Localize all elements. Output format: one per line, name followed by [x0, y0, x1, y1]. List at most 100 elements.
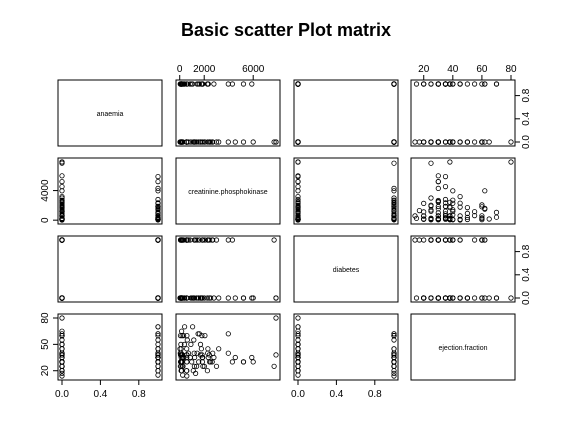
data-point: [190, 324, 196, 330]
data-point: [428, 295, 434, 301]
data-point: [479, 81, 485, 87]
data-point: [486, 216, 492, 222]
tick-label: 0: [40, 217, 51, 223]
data-point: [482, 81, 488, 87]
data-point: [240, 359, 247, 365]
data-point: [464, 139, 471, 145]
tick-label: 20: [418, 64, 430, 75]
data-point: [508, 295, 514, 301]
data-point: [464, 204, 471, 211]
data-point: [273, 315, 279, 321]
data-point: [271, 363, 277, 369]
data-point: [391, 331, 397, 337]
panel-creatinine-phosphokinase-vs-ejection-fraction: [410, 157, 516, 225]
data-point: [179, 359, 186, 365]
tick-label: 2000: [193, 64, 216, 75]
data-point: [204, 368, 210, 374]
data-point: [179, 295, 185, 301]
panel-anaemia-vs-ejection-fraction: [410, 79, 516, 147]
data-point: [155, 295, 161, 301]
tick-label: 0.4: [521, 267, 532, 281]
data-point: [295, 196, 301, 203]
data-point: [213, 139, 220, 145]
data-point: [493, 214, 500, 220]
data-point: [391, 139, 397, 145]
data-point: [59, 159, 65, 165]
data-point: [250, 139, 256, 145]
data-point: [213, 363, 220, 369]
data-point: [232, 295, 238, 301]
data-point: [457, 213, 463, 219]
tick-label: 0.8: [132, 389, 146, 400]
data-point: [155, 185, 161, 191]
data-point: [184, 337, 190, 343]
data-point: [199, 295, 205, 301]
data-point: [206, 237, 213, 243]
data-point: [182, 81, 188, 87]
data-point: [195, 331, 201, 337]
data-point: [155, 203, 161, 209]
data-point: [155, 206, 161, 212]
data-point: [178, 237, 184, 243]
panel-ejection-fraction-vs-anaemia: [57, 313, 163, 381]
panel-diabetes-vs-ejection-fraction: [410, 235, 516, 303]
data-point: [479, 213, 485, 219]
data-point: [184, 81, 190, 87]
data-point: [450, 197, 456, 203]
data-point: [295, 324, 301, 330]
data-point: [210, 139, 216, 145]
data-point: [59, 193, 65, 200]
data-point: [295, 352, 301, 358]
diagonal-label-ejection-fraction: ejection.fraction: [438, 345, 487, 352]
data-point: [59, 352, 65, 358]
data-point: [428, 139, 434, 145]
tick-label: 60: [476, 64, 488, 75]
data-point: [184, 352, 190, 358]
data-point: [442, 139, 449, 145]
data-point: [179, 139, 185, 145]
data-point: [435, 185, 441, 191]
data-point: [442, 183, 449, 190]
data-point: [182, 324, 188, 330]
data-point: [442, 215, 449, 221]
data-point: [249, 81, 255, 87]
data-point: [180, 372, 186, 378]
diagonal-label-creatinine-phosphokinase: creatinine.phosphokinase: [188, 189, 267, 196]
panel-frame: [410, 235, 516, 303]
data-point: [273, 352, 279, 358]
data-point: [464, 216, 471, 223]
panel-frame: [410, 79, 516, 147]
data-point: [421, 295, 427, 301]
data-point: [155, 178, 161, 185]
data-point: [428, 237, 434, 243]
panel-frame: [293, 157, 399, 225]
data-point: [206, 139, 213, 145]
data-point: [471, 81, 478, 87]
data-point: [205, 354, 211, 361]
data-point: [508, 159, 514, 165]
data-point: [435, 139, 441, 145]
data-point: [271, 139, 277, 145]
data-point: [155, 346, 161, 352]
data-point: [295, 341, 301, 347]
data-point: [59, 359, 65, 365]
data-point: [391, 195, 397, 201]
data-point: [442, 237, 449, 243]
data-point: [188, 295, 194, 301]
data-point: [184, 332, 190, 339]
data-point: [435, 206, 441, 212]
data-point: [200, 237, 206, 243]
data-point: [479, 139, 485, 145]
data-point: [59, 183, 65, 190]
data-point: [191, 354, 198, 361]
data-point: [295, 193, 301, 200]
panel-diabetes-vs-diabetes: diabetes: [293, 235, 399, 303]
data-point: [59, 195, 65, 201]
data-point: [155, 200, 161, 206]
data-point: [486, 295, 492, 301]
data-point: [197, 139, 204, 145]
data-point: [201, 295, 207, 301]
data-point: [185, 139, 192, 145]
data-point: [447, 213, 453, 219]
